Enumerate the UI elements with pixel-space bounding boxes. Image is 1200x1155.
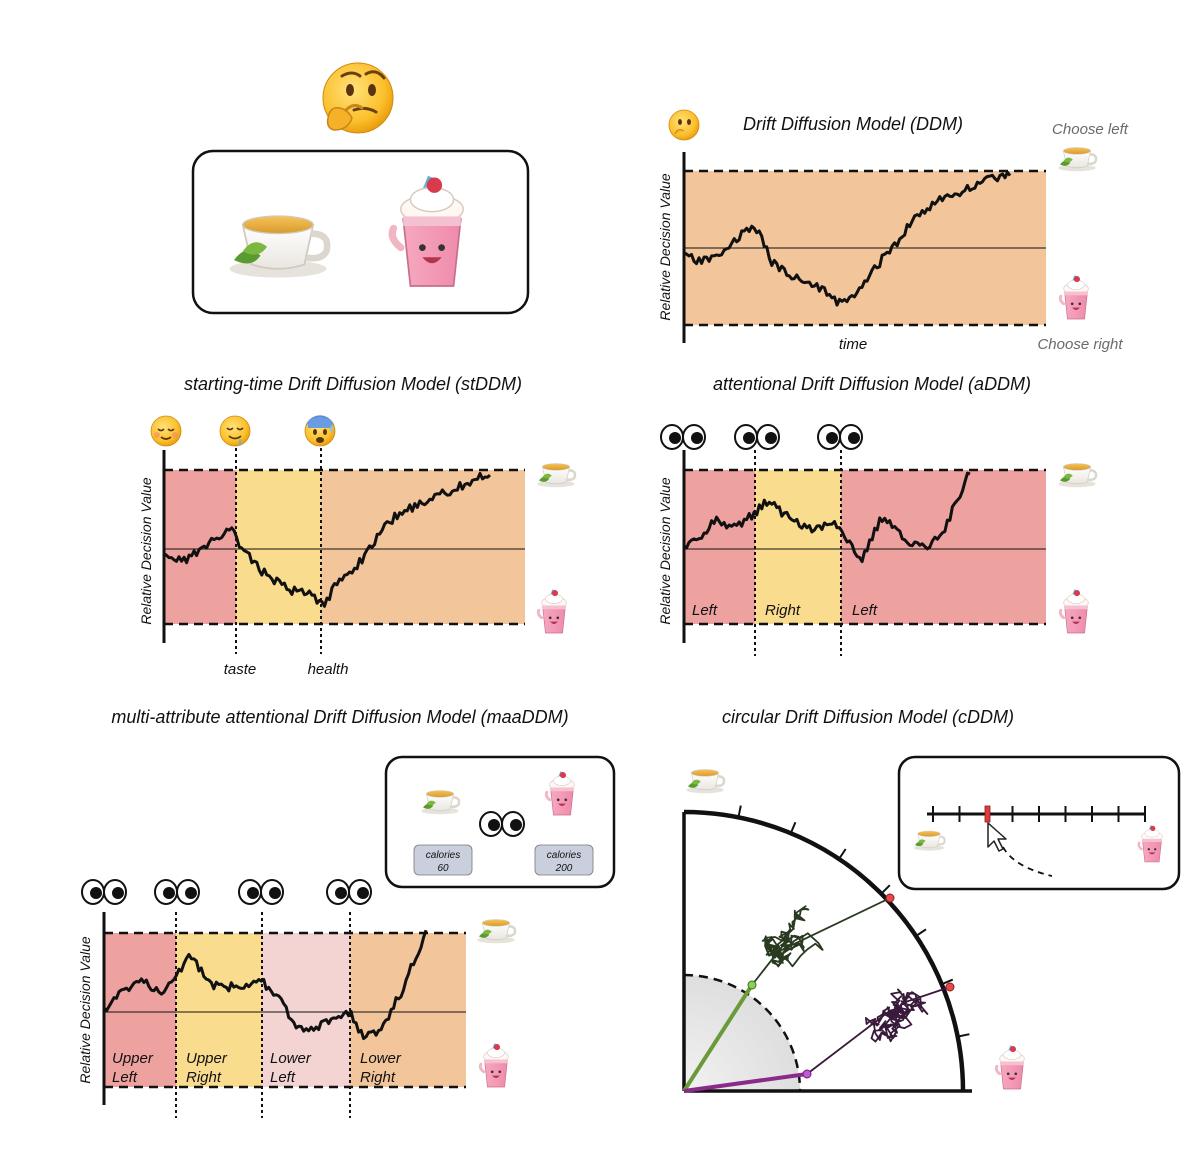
- maaddm-tea-icon: [476, 918, 517, 945]
- calories-shake-label: calories: [547, 850, 581, 861]
- relieved-face-icon: [150, 415, 182, 447]
- maaddm-region-label-2a: Upper: [186, 1050, 228, 1067]
- maaddm-region-label-1a: Upper: [112, 1050, 154, 1067]
- anxious-face-icon: [304, 415, 336, 447]
- cddm-inset-box: [897, 755, 1181, 891]
- addm-eyes-icon-1: [660, 424, 706, 450]
- cddm-shake-icon: [994, 1043, 1026, 1091]
- calories-shake-value: 200: [555, 863, 573, 874]
- maaddm-region-label-4b: Right: [360, 1069, 396, 1086]
- ddm-y-axis-label: Relative Decision Value: [657, 173, 673, 321]
- stddm-y-axis-label: Relative Decision Value: [138, 477, 154, 625]
- addm-y-axis-label: Relative Decision Value: [657, 477, 673, 625]
- cddm-outer-tick: [789, 821, 797, 834]
- addm-region-1: [684, 470, 755, 624]
- cddm-tea-icon: [685, 768, 726, 795]
- addm-region-label-1: Left: [692, 602, 718, 619]
- cddm-purple-start: [802, 1069, 812, 1079]
- cddm-plot: [682, 805, 972, 1093]
- cddm-threshold-disk: [684, 975, 800, 1091]
- maaddm-eyes-icon-3: [238, 879, 284, 905]
- cddm-outer-tick: [737, 805, 742, 818]
- addm-region-2: [755, 470, 841, 624]
- addm-tea-icon: [1057, 462, 1098, 489]
- calories-shake-badge: calories 200: [534, 844, 594, 876]
- maaddm-eyes-icon-1: [81, 879, 127, 905]
- cursor-icon: [987, 822, 1007, 852]
- health-label: health: [308, 661, 349, 678]
- maaddm-region-label-1b: Left: [112, 1069, 138, 1086]
- calories-tea-badge: calories 60: [413, 844, 473, 876]
- ddm-evidence-trace: [683, 170, 1012, 307]
- maaddm-region-3: [262, 933, 350, 1087]
- cddm-green-trace: [751, 897, 891, 986]
- stddm-evidence-trace: [163, 471, 491, 608]
- cddm-threshold-arc: [683, 973, 802, 1092]
- cddm-cursor-trail: [1002, 846, 1053, 877]
- maaddm-region-label-3a: Lower: [270, 1050, 312, 1067]
- addm-eyes-icon-2: [734, 424, 780, 450]
- ddm-thinking-face-icon: [668, 109, 700, 141]
- maaddm-y-axis-label: Relative Decision Value: [77, 936, 93, 1084]
- choose-right-label: Choose right: [1037, 336, 1123, 353]
- maaddm-title: multi-attribute attentional Drift Diffus…: [111, 707, 568, 727]
- cddm-green-vector: [682, 983, 754, 1093]
- ddm-shake-icon: [1058, 273, 1090, 321]
- stddm-shake-icon: [536, 587, 568, 635]
- addm-region-label-2: Right: [765, 602, 801, 619]
- cddm-purple-hit-point: [945, 982, 955, 992]
- stddm-tea-icon: [536, 462, 577, 489]
- cddm-outer-arc: [683, 809, 966, 1092]
- maaddm-shake-icon: [478, 1041, 510, 1089]
- cddm-outer-tick: [957, 1033, 970, 1038]
- addm-eyes-icon-3: [817, 424, 863, 450]
- maaddm-region-label-2b: Right: [186, 1069, 222, 1086]
- cddm-outer-tick: [880, 884, 891, 895]
- maaddm-region-label-3b: Left: [270, 1069, 296, 1086]
- cddm-response-ticks: [932, 806, 1146, 822]
- ddm-title: Drift Diffusion Model (DDM): [743, 114, 963, 134]
- thinking-face-icon: [322, 62, 394, 134]
- addm-region-label-3: Left: [852, 602, 878, 619]
- maaddm-region-4: [350, 933, 466, 1087]
- taste-label: taste: [224, 661, 257, 678]
- cddm-purple-vector: [683, 1072, 808, 1093]
- calories-tea-label: calories: [426, 850, 460, 861]
- cddm-response-marker: [984, 805, 991, 823]
- ddm-tea-icon: [1057, 146, 1098, 173]
- stddm-region-3: [321, 470, 525, 624]
- cddm-outer-tick: [941, 978, 954, 986]
- cddm-green-start: [747, 980, 757, 990]
- maaddm-evidence-trace: [102, 929, 428, 1041]
- maaddm-eyes-icon-4: [326, 879, 372, 905]
- addm-evidence-trace: [683, 471, 971, 564]
- cddm-outer-ticks: [737, 805, 970, 1038]
- choice-box: [191, 149, 530, 315]
- maaddm-region-1: [104, 933, 176, 1087]
- addm-region-3: [841, 470, 1046, 624]
- addm-title: attentional Drift Diffusion Model (aDDM): [713, 374, 1031, 394]
- cddm-green-hit-point: [885, 893, 895, 903]
- cddm-outer-tick: [838, 848, 847, 860]
- drooling-face-icon: [219, 415, 251, 447]
- cddm-title: circular Drift Diffusion Model (cDDM): [722, 707, 1014, 727]
- maaddm-region-label-4a: Lower: [360, 1050, 402, 1067]
- maaddm-eyes-icon-2: [154, 879, 200, 905]
- stddm-region-2: [236, 470, 321, 624]
- cddm-purple-trace: [806, 986, 951, 1075]
- cddm-outer-tick: [915, 928, 927, 937]
- calories-tea-value: 60: [437, 863, 449, 874]
- choose-left-label: Choose left: [1052, 121, 1129, 138]
- ddm-x-axis-label: time: [839, 336, 867, 353]
- stddm-title: starting-time Drift Diffusion Model (stD…: [184, 374, 522, 394]
- addm-shake-icon: [1058, 587, 1090, 635]
